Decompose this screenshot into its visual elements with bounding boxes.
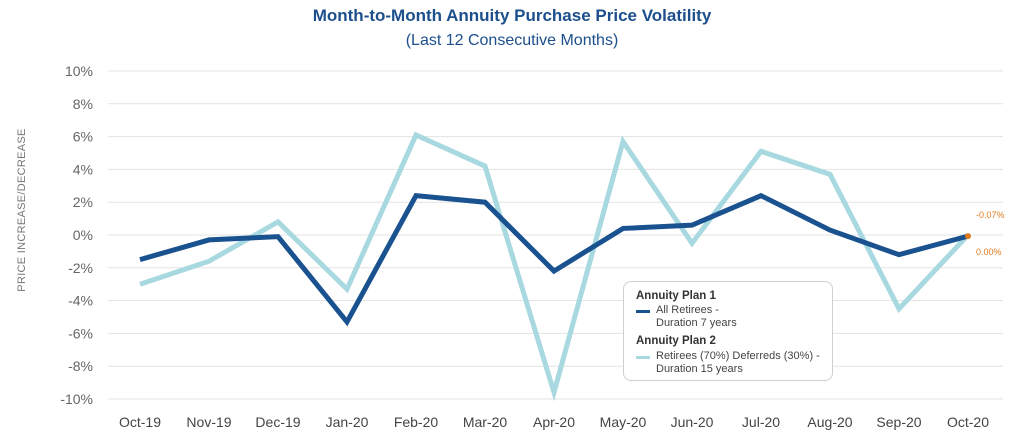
- legend-plan2-swatch: [636, 356, 650, 359]
- legend-plan2-heading: Annuity Plan 2: [636, 335, 716, 347]
- y-tick-label: -8%: [68, 358, 93, 374]
- series-lines: [139, 131, 970, 402]
- data-label: -0.07%: [976, 210, 1005, 220]
- x-tick-label: Feb-20: [394, 414, 439, 430]
- y-tick-label: -10%: [60, 391, 93, 407]
- legend: Annuity Plan 1 All Retirees - Duration 7…: [623, 281, 833, 381]
- y-tick-label: -4%: [68, 293, 93, 309]
- y-axis-ticks: 10% 8% 6% 4% 2% 0% -2% -4% -6% -8% -10%: [60, 63, 93, 407]
- x-tick-label: Nov-19: [186, 414, 231, 430]
- x-tick-label: Sep-20: [876, 414, 921, 430]
- legend-plan1-line2: Duration 7 years: [656, 317, 737, 329]
- end-point-marker: [965, 233, 971, 240]
- chart-subtitle: (Last 12 Consecutive Months): [405, 32, 619, 49]
- series-line-1: [139, 131, 970, 402]
- x-axis-ticks: Oct-19 Nov-19 Dec-19 Jan-20 Feb-20 Mar-20 Apr-…: [119, 414, 989, 430]
- x-tick-label: May-20: [600, 414, 647, 430]
- y-tick-label: 8%: [73, 96, 93, 112]
- y-tick-label: -2%: [68, 260, 93, 276]
- y-tick-label: 2%: [73, 194, 93, 210]
- x-tick-label: Oct-19: [119, 414, 161, 430]
- x-tick-label: Mar-20: [463, 414, 508, 430]
- y-tick-label: 0%: [73, 227, 93, 243]
- x-tick-label: Apr-20: [533, 414, 575, 430]
- y-tick-label: 6%: [73, 129, 93, 145]
- data-labels: -0.07% 0.00%: [965, 210, 1005, 257]
- y-tick-label: 4%: [73, 161, 93, 177]
- y-axis-label: PRICE INCREASE/DECREASE: [16, 128, 28, 291]
- x-tick-label: Jul-20: [742, 414, 780, 430]
- y-tick-label: 10%: [65, 63, 93, 79]
- legend-plan1-heading: Annuity Plan 1: [636, 290, 716, 302]
- series-line-2: [139, 192, 969, 327]
- x-tick-label: Aug-20: [807, 414, 852, 430]
- data-label: 0.00%: [976, 247, 1002, 257]
- x-tick-label: Oct-20: [947, 414, 989, 430]
- legend-plan2-line1: Retirees (70%) Deferreds (30%) -: [656, 350, 820, 362]
- legend-plan1-swatch: [636, 310, 650, 313]
- x-tick-label: Dec-19: [255, 414, 300, 430]
- y-tick-label: -6%: [68, 325, 93, 341]
- gridlines: [108, 70, 1003, 400]
- chart-title: Month-to-Month Annuity Purchase Price Vo…: [312, 6, 712, 25]
- x-tick-label: Jan-20: [326, 414, 369, 430]
- legend-plan1-line1: All Retirees -: [656, 304, 719, 316]
- legend-plan2-line2: Duration 15 years: [656, 363, 743, 375]
- x-tick-label: Jun-20: [671, 414, 714, 430]
